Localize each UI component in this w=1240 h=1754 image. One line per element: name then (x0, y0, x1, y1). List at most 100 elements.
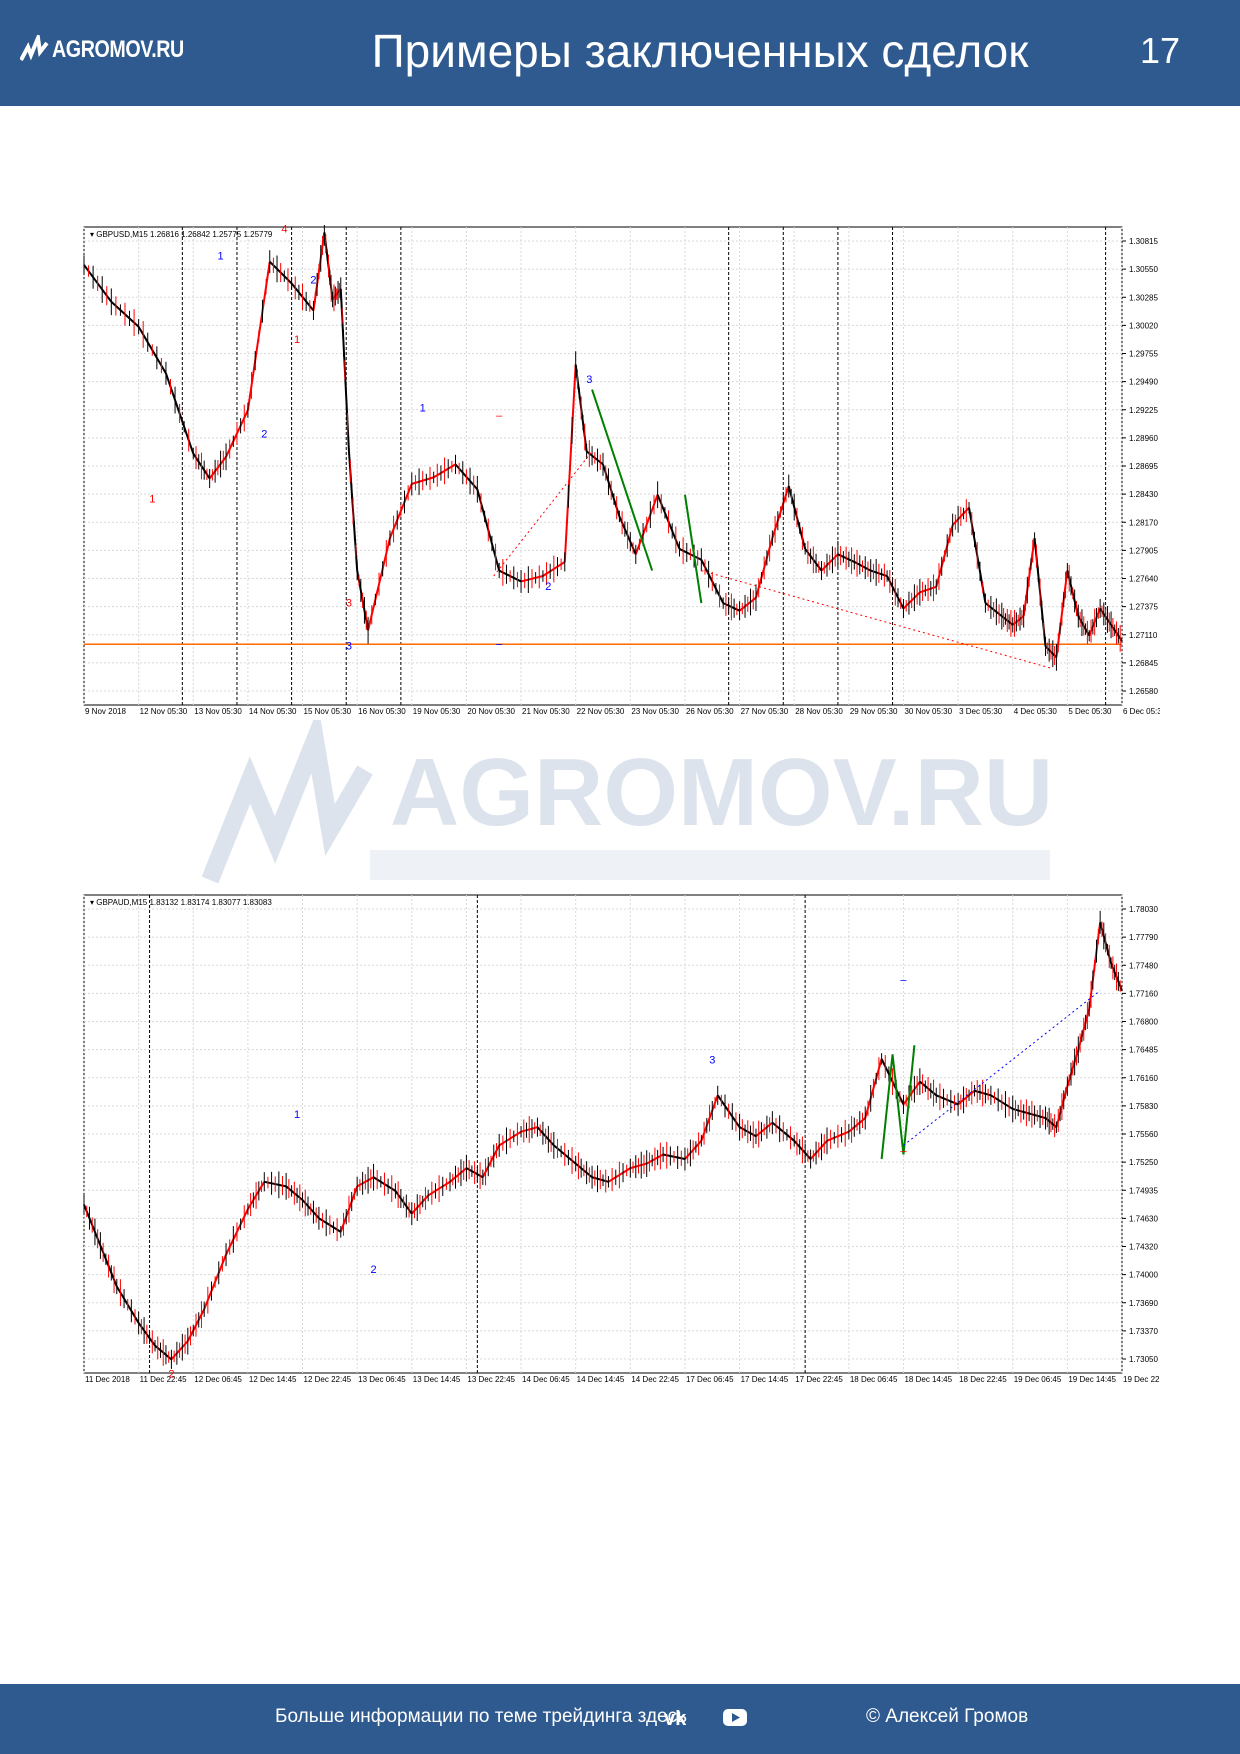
x-tick-label: 17 Dec 06:45 (686, 1375, 734, 1383)
y-tick-label: 1.77790 (1129, 933, 1158, 942)
y-tick-label: 1.28170 (1129, 518, 1158, 527)
y-tick-label: 1.26845 (1129, 659, 1158, 668)
y-tick-label: 1.73690 (1129, 1299, 1158, 1308)
y-tick-label: 1.74320 (1129, 1243, 1158, 1252)
plot-frame (83, 894, 1123, 1374)
y-tick-label: 1.76160 (1129, 1074, 1158, 1083)
y-tick-label: 1.75560 (1129, 1130, 1158, 1139)
wave-label: 1 (420, 402, 426, 414)
watermark-logo-icon: AGROMOV.RU (201, 706, 1053, 884)
footer-info-text: Больше информации по теме трейдинга здес… (275, 1706, 688, 1727)
x-tick-label: 13 Nov 05:30 (194, 707, 242, 715)
wave-label: 2 (545, 581, 551, 593)
x-tick-label: 5 Dec 05:30 (1068, 707, 1112, 715)
wave-label: 2 (370, 1264, 376, 1276)
y-tick-label: 1.75250 (1129, 1158, 1158, 1167)
y-tick-label: 1.75830 (1129, 1102, 1158, 1111)
y-tick-label: 1.76485 (1129, 1046, 1158, 1055)
y-tick-label: 1.27640 (1129, 575, 1158, 584)
wave-label: 3 (346, 597, 352, 609)
y-tick-label: 1.74630 (1129, 1214, 1158, 1223)
wave-label: 1 (149, 493, 155, 505)
y-tick-label: 1.28430 (1129, 490, 1158, 499)
x-tick-label: 17 Dec 14:45 (741, 1375, 789, 1383)
y-tick-label: 1.29225 (1129, 406, 1158, 415)
header-bar: AGROMOV.RU Примеры заключенных сделок 17 (0, 0, 1240, 106)
wave-label: 1 (218, 251, 224, 263)
footer-bar: Больше информации по теме трейдинга здес… (0, 1684, 1240, 1754)
y-tick-label: 1.30020 (1129, 321, 1158, 330)
x-tick-label: 12 Dec 06:45 (194, 1375, 242, 1383)
wave-green-line (902, 1045, 916, 1155)
y-tick-label: 1.27905 (1129, 546, 1158, 555)
wave-label: 2 (168, 1369, 174, 1381)
svg-text:vk: vk (664, 1708, 687, 1728)
watermark: AGROMOV.RU (190, 706, 1080, 930)
x-tick-label: 18 Dec 06:45 (850, 1375, 898, 1383)
gbpusd-chart-svg: 1.30815 1.30550 1.30285 1.30020 1.29755 1.294… (83, 225, 1160, 715)
x-tick-label: 14 Dec 22:45 (631, 1375, 679, 1383)
y-tick-label: 1.78030 (1129, 905, 1158, 914)
gbpaud-chart: 1.78030 1.77790 1.77480 1.77160 1.76800 1.764… (82, 893, 1160, 1383)
x-tick-label: 23 Nov 05:30 (631, 707, 679, 715)
wave-label: – (496, 639, 503, 651)
wave-dotted-line (701, 570, 1052, 669)
wave-dotted-line (903, 990, 1101, 1146)
wave-label: 3 (709, 1054, 715, 1066)
copyright-text: © Алексей Громов (866, 1706, 1029, 1727)
x-tick-label: 9 Nov 2018 (85, 707, 126, 715)
x-tick-label: 4 Dec 05:30 (1014, 707, 1058, 715)
y-tick-label: 1.30550 (1129, 265, 1158, 274)
x-tick-label: 11 Dec 2018 (85, 1375, 130, 1383)
youtube-icon[interactable] (722, 1706, 748, 1733)
x-tick-label: 17 Dec 22:45 (795, 1375, 843, 1383)
logo-text: AGROMOV.RU (52, 36, 184, 63)
wave-green-line (683, 494, 703, 604)
wave-label: – (900, 974, 907, 986)
gbpaud-chart-svg: 1.78030 1.77790 1.77480 1.77160 1.76800 1.764… (83, 894, 1160, 1383)
y-tick-label: 1.74935 (1129, 1186, 1158, 1195)
y-tick-label: 1.73370 (1129, 1327, 1158, 1336)
watermark-text: AGROMOV.RU (390, 739, 1053, 846)
page-number: 17 (1140, 30, 1181, 71)
x-tick-label: 19 Dec 14:45 (1068, 1375, 1116, 1383)
x-tick-label: 30 Nov 05:30 (904, 707, 952, 715)
logo[interactable]: AGROMOV.RU (20, 30, 213, 70)
wave-green-line (891, 1054, 905, 1155)
y-tick-label: 1.77160 (1129, 989, 1158, 998)
wave-green-line (880, 1054, 894, 1160)
x-tick-label: 16 Nov 05:30 (358, 707, 406, 715)
wave-label: 3 (346, 641, 352, 653)
x-tick-label: 15 Nov 05:30 (304, 707, 352, 715)
wave-label: 2 (310, 274, 316, 286)
y-tick-label: 1.74000 (1129, 1271, 1158, 1280)
chart-title: ▾ GBPAUD,M15 1.83132 1.83174 1.83077 1.8… (90, 898, 272, 907)
logo-mark-icon (20, 35, 49, 61)
vk-icon[interactable]: vk (664, 1706, 692, 1733)
y-tick-label: 1.29755 (1129, 350, 1158, 359)
y-tick-label: 1.73050 (1129, 1355, 1158, 1364)
x-tick-label: 19 Nov 05:30 (413, 707, 461, 715)
x-tick-label: 29 Nov 05:30 (850, 707, 898, 715)
y-tick-label: 1.26580 (1129, 687, 1158, 696)
wave-label: 1 (294, 334, 300, 346)
x-tick-label: 11 Dec 22:45 (140, 1375, 188, 1383)
x-tick-label: 14 Dec 06:45 (522, 1375, 570, 1383)
x-tick-label: 13 Dec 22:45 (467, 1375, 515, 1383)
x-tick-label: 12 Nov 05:30 (140, 707, 188, 715)
wave-label: 3 (586, 374, 592, 386)
y-tick-label: 1.28695 (1129, 462, 1158, 471)
x-tick-label: 18 Dec 14:45 (904, 1375, 952, 1383)
wave-label: 1 (294, 1109, 300, 1121)
x-tick-label: 13 Dec 06:45 (358, 1375, 406, 1383)
x-tick-label: 20 Nov 05:30 (467, 707, 515, 715)
y-tick-label: 1.27110 (1129, 631, 1158, 640)
x-tick-label: 13 Dec 14:45 (413, 1375, 461, 1383)
x-tick-label: 14 Dec 14:45 (577, 1375, 625, 1383)
x-tick-label: 12 Dec 14:45 (249, 1375, 297, 1383)
x-tick-label: 3 Dec 05:30 (959, 707, 1003, 715)
wave-label: 2 (261, 428, 267, 440)
y-tick-label: 1.27375 (1129, 603, 1158, 612)
x-tick-label: 27 Nov 05:30 (741, 707, 789, 715)
x-tick-label: 19 Dec 22:45 (1123, 1375, 1160, 1383)
